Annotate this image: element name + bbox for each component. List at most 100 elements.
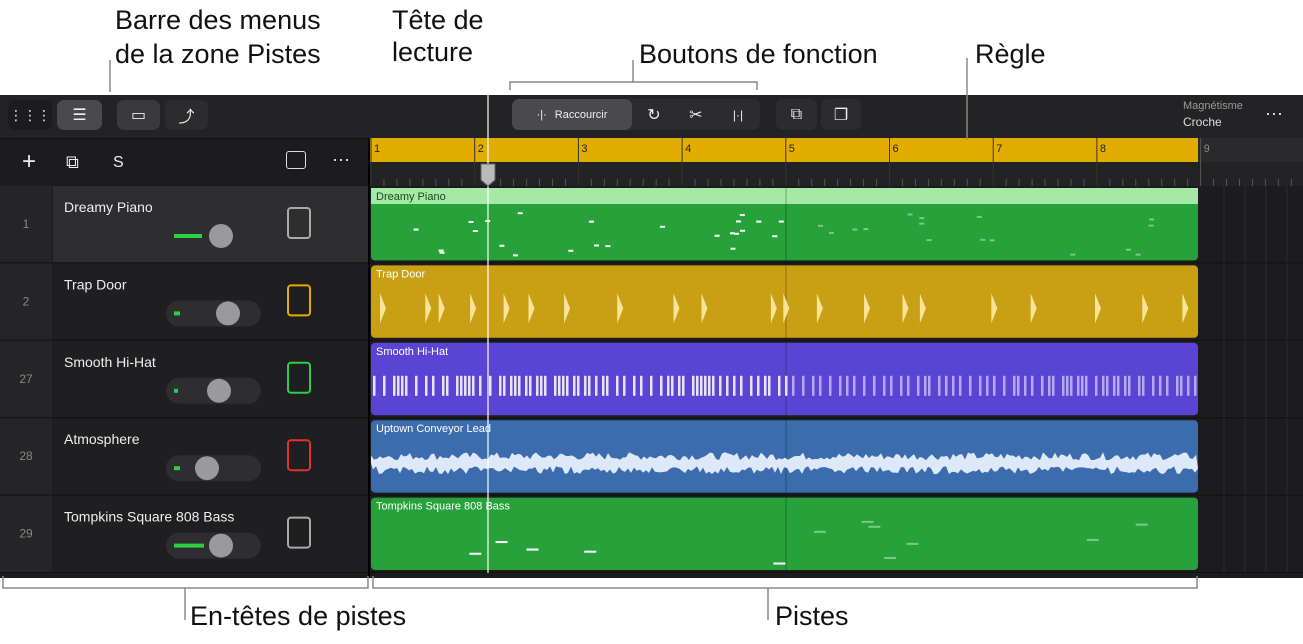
- hit: [606, 375, 609, 396]
- hit: [1142, 293, 1149, 324]
- note: [906, 542, 919, 545]
- hit: [405, 375, 408, 396]
- note: [1070, 253, 1076, 256]
- header-more[interactable]: ···: [332, 149, 350, 169]
- note: [468, 220, 474, 223]
- hit: [757, 375, 760, 396]
- note: [605, 245, 611, 248]
- note: [980, 238, 986, 241]
- level-meter: [174, 311, 180, 316]
- note: [884, 556, 897, 559]
- callout-line: [509, 60, 758, 90]
- automation-button[interactable]: ⤴: [165, 100, 208, 130]
- hit: [1048, 375, 1051, 396]
- hit: [812, 375, 815, 396]
- hit: [819, 375, 822, 396]
- hit: [1062, 375, 1065, 396]
- list-button[interactable]: ☰: [57, 100, 102, 130]
- download-button[interactable]: [286, 151, 306, 169]
- note: [919, 222, 925, 225]
- instrument-icon: [287, 516, 311, 549]
- callout-track-headers: En-têtes de pistes: [190, 601, 407, 631]
- note: [1135, 523, 1148, 526]
- hit: [489, 375, 492, 396]
- more-button[interactable]: ···: [1265, 103, 1283, 123]
- hit: [415, 375, 418, 396]
- hit: [525, 375, 528, 396]
- hit: [397, 375, 400, 396]
- hit: [373, 375, 376, 396]
- volume-knob: [195, 456, 219, 481]
- copy-button[interactable]: ⧉: [776, 99, 817, 130]
- hit: [425, 293, 432, 324]
- note: [413, 228, 419, 231]
- trim-label: Raccourcir: [554, 108, 608, 121]
- split-button[interactable]: |·|: [732, 107, 744, 122]
- hit: [678, 375, 681, 396]
- region-name: Trap Door: [376, 268, 425, 280]
- hit: [770, 293, 777, 324]
- snap-label: Magnétisme: [1183, 100, 1243, 112]
- hit: [1117, 375, 1120, 396]
- hit: [640, 375, 643, 396]
- hit: [1159, 375, 1162, 396]
- paste-button[interactable]: ❐: [821, 99, 861, 130]
- volume-knob: [216, 301, 240, 326]
- hit: [750, 375, 753, 396]
- note: [495, 541, 508, 544]
- hit: [536, 375, 539, 396]
- callout-menu-bar-1: Barre des menus: [115, 5, 321, 35]
- volume-slider: [166, 300, 261, 327]
- snap-value[interactable]: Croche: [1183, 115, 1222, 129]
- note: [438, 249, 444, 252]
- hit: [1152, 375, 1155, 396]
- note: [818, 224, 824, 227]
- trim-button[interactable]: ·|· Raccourcir: [512, 99, 632, 130]
- hit: [846, 375, 849, 396]
- scissors-button[interactable]: ✂: [689, 106, 703, 124]
- track-name: Atmosphere: [64, 431, 140, 447]
- hit: [938, 375, 941, 396]
- note: [734, 232, 739, 235]
- add-track-button[interactable]: +: [22, 148, 37, 175]
- hit: [503, 375, 506, 396]
- hit: [1095, 375, 1098, 396]
- hit: [696, 375, 699, 396]
- hit: [778, 375, 781, 396]
- hit: [768, 375, 771, 396]
- note: [735, 220, 741, 223]
- hit: [986, 375, 989, 396]
- loop-button[interactable]: ↻: [647, 106, 661, 124]
- note: [730, 247, 736, 250]
- hit: [472, 375, 475, 396]
- hit: [692, 375, 695, 396]
- hit: [1106, 375, 1109, 396]
- ruler-number: 6: [893, 143, 899, 155]
- track-number: 27: [19, 372, 33, 386]
- region-button[interactable]: ▭: [117, 100, 160, 130]
- grid-button[interactable]: ⋮⋮⋮: [8, 100, 52, 130]
- hit: [1077, 375, 1080, 396]
- hit: [959, 375, 962, 396]
- level-meter: [174, 543, 204, 548]
- callout-ruler: Règle: [975, 39, 1046, 69]
- level-meter: [174, 388, 178, 393]
- note: [1135, 253, 1141, 256]
- hit: [460, 375, 463, 396]
- hit: [924, 375, 927, 396]
- note: [526, 548, 539, 551]
- hit: [1166, 375, 1169, 396]
- note: [863, 228, 869, 231]
- hit: [562, 375, 565, 396]
- callout-tracks: Pistes: [775, 601, 849, 631]
- track-number-cell: [0, 186, 52, 263]
- hit: [783, 293, 790, 324]
- hit: [802, 375, 805, 396]
- duplicate-track-button[interactable]: ⧉: [66, 152, 79, 172]
- hit: [1003, 375, 1006, 396]
- header-solo[interactable]: S: [113, 154, 124, 171]
- hit: [558, 375, 561, 396]
- ruler-number: 2: [478, 143, 484, 155]
- hit: [617, 293, 624, 324]
